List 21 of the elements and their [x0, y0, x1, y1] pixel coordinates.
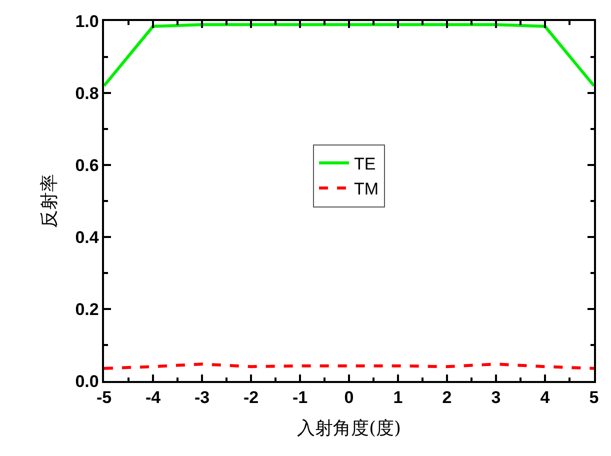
x-tick-label: -2: [243, 388, 259, 408]
y-axis-title: 反射率: [38, 174, 60, 228]
x-tick-label: 4: [540, 388, 550, 408]
y-tick-label: 1.0: [75, 12, 99, 31]
x-tick-label: 0: [344, 388, 354, 408]
x-tick-label: -4: [145, 388, 162, 408]
y-tick-label: 0.0: [75, 372, 99, 391]
y-tick-label: 0.2: [75, 300, 99, 319]
legend-label: TE: [354, 154, 376, 174]
x-axis-title: 入射角度(度): [296, 418, 402, 439]
y-tick-label: 0.6: [75, 156, 99, 175]
legend-label: TM: [354, 180, 379, 199]
x-tick-label: 2: [442, 388, 452, 408]
x-tick-label: 1: [393, 388, 403, 408]
x-tick-label: 5: [589, 388, 599, 408]
x-tick-label: 3: [491, 388, 501, 408]
x-tick-label: -3: [194, 388, 210, 408]
y-tick-label: 0.8: [75, 84, 99, 103]
x-tick-label: -5: [96, 388, 112, 408]
y-tick-label: 0.4: [75, 228, 100, 247]
x-tick-label: -1: [292, 388, 308, 408]
